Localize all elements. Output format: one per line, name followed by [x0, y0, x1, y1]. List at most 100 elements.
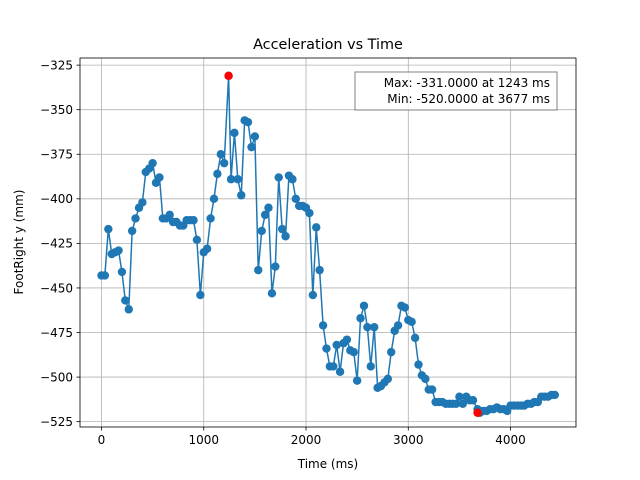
data-point: [220, 158, 229, 168]
data-point: [315, 265, 324, 275]
data-point: [104, 224, 113, 234]
data-point: [264, 203, 273, 212]
y-tick-label: −475: [40, 326, 73, 340]
data-point: [206, 214, 215, 223]
max-point-marker: [224, 71, 233, 81]
y-tick-label: −450: [40, 281, 73, 295]
x-tick-label: 3000: [393, 433, 424, 447]
y-tick-label: −375: [40, 148, 73, 162]
chart-title: Acceleration vs Time: [253, 37, 403, 53]
data-point: [370, 322, 379, 332]
data-point: [288, 175, 297, 184]
data-point: [451, 399, 461, 409]
data-point: [329, 362, 338, 371]
y-tick-label: −325: [40, 58, 73, 72]
data-point: [257, 226, 266, 236]
y-tick-label: −400: [40, 192, 73, 206]
data-point: [121, 296, 130, 305]
data-point: [209, 194, 219, 204]
data-point: [237, 191, 246, 200]
data-point: [192, 235, 202, 245]
data-point: [114, 246, 123, 255]
data-point: [363, 322, 372, 332]
data-point: [308, 290, 318, 300]
y-tick-label: −350: [40, 103, 73, 117]
data-point: [148, 158, 157, 168]
plot-frame: [79, 57, 577, 428]
data-point: [281, 232, 290, 241]
data-point: [230, 128, 239, 138]
data-point: [277, 224, 287, 234]
data-point: [291, 194, 300, 204]
x-axis-label: Time (ms): [297, 457, 359, 471]
x-tick-label: 0: [98, 433, 106, 447]
annotation-box: Max: -331.0000 at 1243 ms Min: -520.0000…: [354, 71, 558, 111]
x-axis-ticks: 0 1000 2000 3000 4000: [98, 427, 526, 447]
x-tick-label: 2000: [291, 433, 322, 447]
data-point: [359, 301, 369, 310]
y-tick-label: −425: [40, 237, 73, 251]
data-point: [305, 208, 314, 218]
data-point: [233, 175, 242, 184]
data-point: [117, 267, 127, 277]
data-point: [322, 344, 331, 353]
data-point: [243, 117, 253, 127]
annotation-min-text: Min: -520.0000 at 3677 ms: [387, 92, 550, 106]
y-tick-label: −525: [40, 415, 73, 429]
data-point: [407, 317, 416, 327]
annotation-frame: [354, 71, 558, 111]
data-point: [247, 142, 256, 152]
data-point: [349, 347, 358, 357]
data-points: [97, 71, 560, 417]
data-point: [165, 210, 174, 220]
data-point: [387, 347, 396, 357]
data-point: [138, 198, 147, 207]
extreme-markers: [224, 71, 482, 417]
x-tick-label: 1000: [188, 433, 219, 447]
data-point: [274, 173, 283, 182]
data-point: [352, 376, 362, 385]
data-point: [458, 399, 467, 409]
data-point: [427, 385, 437, 394]
x-tick-label: 4000: [495, 433, 526, 447]
grid-lines: [80, 58, 576, 427]
data-point: [366, 362, 375, 371]
data-point: [393, 321, 403, 330]
data-point: [410, 333, 420, 343]
data-point: [226, 175, 236, 184]
data-point: [155, 173, 164, 182]
data-point: [260, 210, 270, 220]
data-point: [254, 265, 263, 275]
data-point: [100, 271, 110, 280]
data-point: [250, 132, 260, 141]
data-point: [312, 223, 321, 232]
data-point: [213, 169, 222, 179]
data-point: [455, 392, 464, 401]
data-point: [131, 214, 140, 223]
data-point: [421, 374, 430, 384]
data-point: [414, 360, 423, 369]
data-point: [468, 396, 478, 405]
annotation-max-text: Max: -331.0000 at 1243 ms: [384, 76, 550, 90]
data-point: [124, 305, 133, 314]
y-axis-ticks: −325 −350 −375 −400 −425 −450 −475 −500 −525: [40, 58, 80, 429]
data-point: [332, 340, 341, 350]
plot-area: [80, 58, 576, 427]
data-point: [271, 262, 280, 271]
y-tick-label: −500: [40, 370, 73, 384]
y-axis-label: FootRight y (mm): [12, 190, 26, 295]
data-point: [335, 367, 345, 376]
data-point: [196, 290, 205, 300]
data-point: [356, 314, 365, 323]
data-point: [127, 226, 137, 236]
data-point: [216, 150, 226, 159]
data-point: [550, 390, 560, 400]
data-point: [202, 244, 212, 253]
data-point: [267, 289, 277, 298]
data-point: [342, 335, 352, 344]
data-point: [189, 216, 198, 225]
min-point-marker: [473, 408, 482, 417]
data-point: [318, 321, 328, 330]
data-point: [400, 303, 410, 312]
